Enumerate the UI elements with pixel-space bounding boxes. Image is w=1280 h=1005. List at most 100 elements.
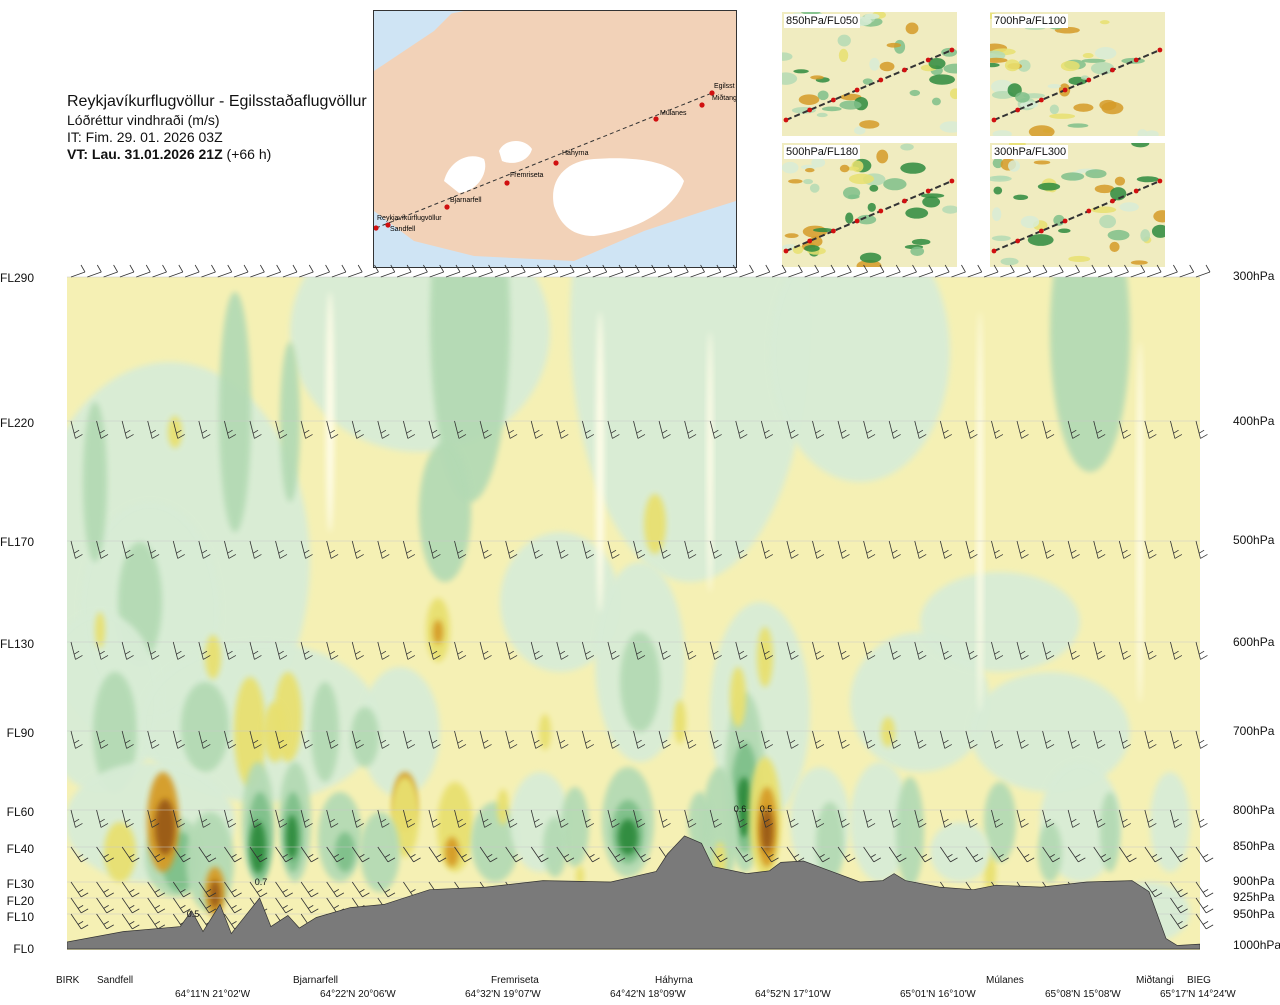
- velocity-blob-light-green: [181, 682, 229, 772]
- velocity-blob-yellow: [730, 667, 746, 727]
- thumb-route-marker: [991, 117, 997, 123]
- wind-barb: [326, 809, 339, 828]
- wind-barb: [658, 641, 671, 660]
- wind-barb: [70, 264, 86, 278]
- wind-barb: [1093, 846, 1112, 863]
- thumb-field-blob: [1090, 206, 1117, 214]
- thumb-field-blob: [1107, 229, 1130, 241]
- wind-barb: [633, 809, 646, 828]
- coord-7: 65°08'N 15°08'W: [1045, 989, 1121, 1000]
- thumb-field-blob: [1094, 184, 1115, 194]
- chart-title: Reykjavíkurflugvöllur - Egilsstaðaflugvö…: [67, 93, 367, 110]
- wind-barb: [300, 730, 313, 749]
- wind-barb: [1195, 846, 1214, 863]
- wind-barb: [249, 730, 262, 749]
- thumb-field-blob: [993, 186, 1003, 195]
- wind-barb: [479, 809, 492, 828]
- wind-barb: [121, 420, 134, 439]
- wind-barb: [709, 420, 722, 439]
- wind-barb: [147, 540, 160, 559]
- thumb-route-line: [993, 180, 1161, 252]
- contour-label: 0.5: [760, 804, 773, 814]
- wind-barb: [172, 540, 185, 559]
- wind-barb: [1195, 641, 1208, 660]
- wind-barb: [147, 846, 166, 863]
- wind-barb: [121, 641, 134, 660]
- velocity-blob-pale-green: [930, 822, 990, 882]
- wind-barb: [709, 809, 722, 828]
- wind-barb: [147, 730, 160, 749]
- wind-barb: [812, 846, 830, 863]
- wind-barb: [804, 264, 820, 278]
- thumb-field-blob: [856, 214, 877, 225]
- wind-barb: [275, 846, 293, 863]
- coord-2: 64°22'N 20°06'W: [320, 989, 396, 1000]
- wind-barb: [172, 897, 191, 914]
- wind-barb: [607, 420, 620, 439]
- wind-barb: [428, 420, 441, 439]
- wind-barb: [709, 846, 728, 863]
- thumb-field-blob: [1047, 84, 1061, 89]
- wind-barb: [1179, 264, 1195, 278]
- wind-barb: [735, 809, 748, 828]
- hpa-label-850: 850hPa: [1233, 839, 1275, 853]
- wind-barb: [965, 730, 978, 749]
- thumb-route-marker: [878, 208, 884, 214]
- wind-barb: [454, 846, 472, 863]
- wind-barb: [1114, 264, 1129, 278]
- wind-barb: [351, 730, 364, 749]
- wind-barb: [494, 264, 510, 278]
- wind-barb: [939, 420, 952, 439]
- wind-barb: [761, 846, 779, 863]
- wind-barb: [96, 897, 114, 914]
- thumb-route-marker: [783, 117, 789, 123]
- wind-barb: [581, 540, 595, 559]
- wind-barb: [147, 809, 160, 828]
- wind-barb: [224, 846, 242, 863]
- wind-barb: [1146, 264, 1162, 278]
- wind-barb: [1118, 846, 1137, 863]
- thumb-field-blob: [900, 143, 914, 151]
- wind-barb: [530, 420, 543, 439]
- route-line: [375, 92, 713, 229]
- wind-barb: [837, 420, 850, 439]
- velocity-blob-orange: [445, 837, 459, 867]
- contour-label: 0.7: [255, 877, 268, 887]
- wind-barb: [888, 809, 901, 828]
- wind-barb: [198, 540, 211, 559]
- near-zero-streak: [707, 332, 713, 592]
- thumb-field-blob: [1082, 53, 1094, 59]
- wind-barb: [918, 264, 934, 278]
- terrain-profile: [67, 835, 1200, 950]
- wind-barb: [788, 264, 803, 278]
- thumb-field-blob: [942, 205, 957, 214]
- wind-barb: [300, 881, 319, 898]
- thumb-field-blob: [793, 69, 809, 74]
- wind-barb: [224, 420, 237, 439]
- place-midtangi: Miðtangi: [1136, 975, 1174, 986]
- wind-barb: [658, 809, 671, 828]
- wind-barb: [607, 846, 626, 863]
- thumb-field-blob: [1008, 160, 1021, 172]
- wind-barb: [1170, 540, 1183, 559]
- wind-barb: [198, 846, 217, 863]
- wind-barb: [315, 264, 330, 278]
- thumb-route-marker: [1039, 228, 1044, 234]
- wind-barb: [991, 641, 1004, 660]
- wind-barb: [454, 420, 467, 439]
- wind-barb: [735, 730, 748, 749]
- thumb-field-blob: [1004, 59, 1020, 72]
- wind-barb: [147, 881, 166, 898]
- thumb-field-blob: [845, 212, 854, 224]
- wind-barb: [812, 809, 825, 828]
- wind-barb: [87, 264, 102, 278]
- wind-barb: [172, 846, 191, 863]
- place-bieg: BIEG: [1187, 975, 1211, 986]
- wind-barb: [581, 730, 595, 749]
- wind-barb: [505, 846, 524, 863]
- place-hahyrna: Háhyrna: [655, 975, 693, 986]
- thumb-field-blob: [905, 22, 919, 35]
- wind-barb: [1195, 897, 1214, 914]
- map-label-hahyrna: Háhyrna: [562, 150, 589, 157]
- wind-barb: [863, 730, 876, 749]
